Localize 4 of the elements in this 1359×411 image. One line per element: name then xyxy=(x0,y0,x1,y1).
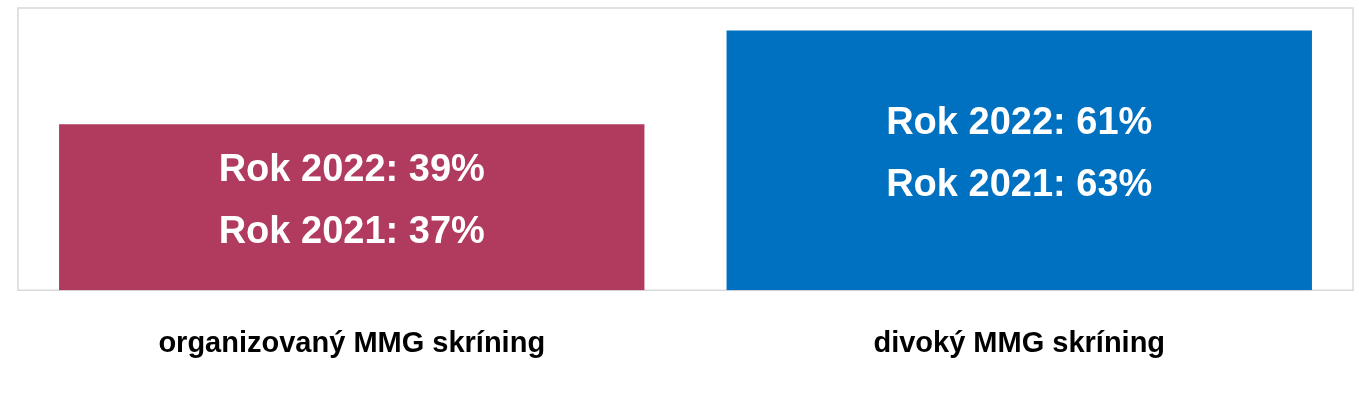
data-label: Rok 2022: 61% Rok 2021: 63% xyxy=(886,99,1153,204)
x-tick-label: divoký MMG skríning xyxy=(873,325,1166,358)
data-label: Rok 2022: 39% Rok 2021: 37% xyxy=(218,146,485,251)
x-tick-label: organizovaný MMG skríning xyxy=(158,325,546,358)
